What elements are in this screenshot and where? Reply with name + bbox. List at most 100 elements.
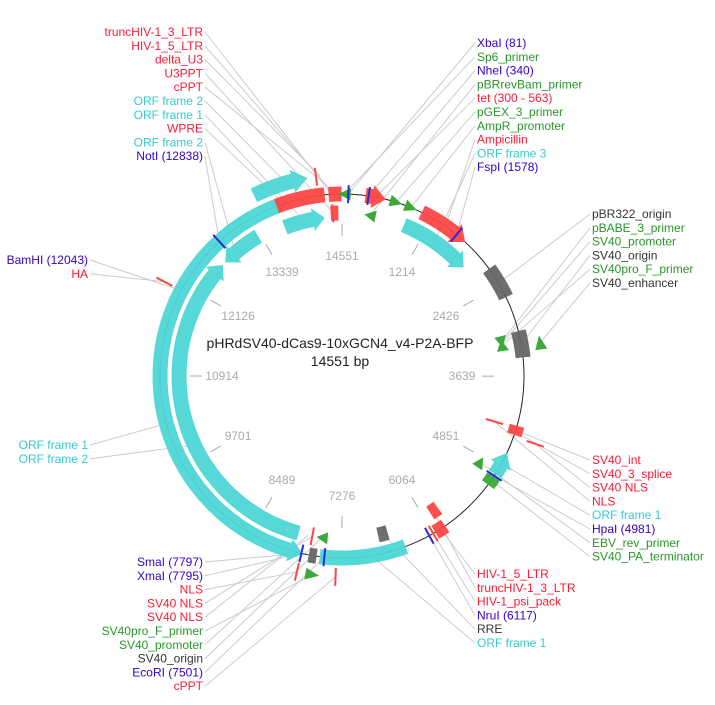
site-mark[interactable] (313, 167, 319, 186)
primer-arrow-icon[interactable] (304, 567, 320, 580)
site-mark[interactable] (485, 418, 504, 426)
feature-label[interactable]: SV40_enhancer (592, 276, 678, 290)
site-mark[interactable] (331, 204, 335, 223)
primer-arrow-icon[interactable] (535, 335, 548, 351)
feature-label[interactable]: WPRE (167, 122, 203, 136)
feature-label[interactable]: NruI (6117) (477, 608, 537, 622)
primer-arrow-icon[interactable] (472, 457, 484, 471)
feature-label[interactable]: tet (300 - 563) (477, 91, 552, 105)
feature-label[interactable]: SV40_PA_terminator (592, 550, 704, 564)
feature-label[interactable]: pBRrevBam_primer (477, 77, 582, 91)
feature-label[interactable]: NheI (340) (477, 64, 534, 78)
feature-label[interactable]: SV40 NLS (147, 596, 203, 610)
site-mark[interactable] (293, 562, 300, 581)
feature-label[interactable]: ORF frame 2 (134, 135, 204, 149)
feature-red[interactable] (507, 423, 525, 438)
feature-green[interactable] (481, 472, 501, 490)
feature-label[interactable]: ORF frame 2 (134, 94, 204, 108)
site-mark[interactable] (309, 527, 315, 546)
feature-red[interactable] (328, 186, 342, 202)
feature-label[interactable]: pBABE_3_primer (592, 221, 685, 235)
feature-label[interactable]: SV40_promoter (592, 235, 676, 249)
feature-red[interactable] (431, 519, 450, 539)
feature-label[interactable]: SV40pro_F_primer (592, 262, 693, 276)
feature-teal[interactable] (171, 264, 301, 541)
feature-label[interactable]: pGEX_3_primer (477, 105, 563, 119)
feature-teal[interactable] (318, 539, 409, 566)
feature-label[interactable]: SV40 NLS (592, 481, 648, 495)
feature-label[interactable]: cPPT (174, 679, 204, 693)
site-mark[interactable] (366, 186, 371, 206)
primer-arrow-icon[interactable] (403, 199, 417, 211)
feature-label[interactable]: FspI (1578) (477, 160, 538, 174)
feature-label[interactable]: SmaI (7797) (137, 555, 203, 569)
feature-label[interactable]: ORF frame 1 (134, 108, 204, 122)
feature-grey[interactable] (376, 525, 390, 543)
feature-label[interactable]: SV40_origin (592, 248, 657, 262)
feature-label[interactable]: truncHIV-1_3_LTR (105, 25, 204, 39)
feature-label[interactable]: BamHI (12043) (7, 253, 88, 267)
feature-label[interactable]: EBV_rev_primer (592, 536, 680, 550)
feature-label[interactable]: HA (71, 267, 88, 281)
feature-label[interactable]: Ampicillin (477, 133, 528, 147)
site-mark[interactable] (424, 527, 435, 545)
feature-label[interactable]: ORF frame 1 (19, 438, 89, 452)
primer-arrow-icon[interactable] (364, 210, 377, 223)
feature-label[interactable]: SV40_promoter (119, 638, 203, 652)
feature-label[interactable]: HpaI (4981) (592, 522, 655, 536)
feature-label[interactable]: NotI (12838) (136, 149, 203, 163)
primer-arrow-icon[interactable] (388, 194, 403, 207)
feature-label[interactable]: ORF frame 3 (477, 146, 547, 160)
feature-label[interactable]: SV40_3_splice (592, 467, 672, 481)
feature-label[interactable]: HIV-1_5_LTR (477, 567, 549, 581)
feature-teal[interactable] (400, 218, 464, 268)
feature-label[interactable]: U3PPT (164, 66, 203, 80)
feature-label[interactable]: cPPT (174, 80, 204, 94)
feature-label[interactable]: SV40 NLS (147, 610, 203, 624)
feature-red[interactable] (330, 205, 339, 221)
feature-label[interactable]: SV40pro_F_primer (102, 624, 203, 638)
site-mark[interactable] (212, 234, 227, 249)
feature-red[interactable] (418, 205, 466, 243)
feature-label[interactable]: SV40_int (592, 453, 641, 467)
feature-label[interactable]: EcoRI (7501) (132, 665, 203, 679)
feature-label[interactable]: truncHIV-1_3_LTR (477, 581, 576, 595)
site-mark[interactable] (322, 548, 327, 567)
feature-label[interactable]: AmpR_promoter (477, 119, 565, 133)
feature-teal[interactable] (250, 170, 308, 203)
site-mark[interactable] (486, 469, 503, 482)
feature-grey[interactable] (307, 547, 318, 564)
site-mark[interactable] (427, 525, 439, 542)
primer-arrow-icon[interactable] (316, 532, 329, 545)
feature-teal[interactable] (282, 208, 325, 235)
site-mark[interactable] (334, 567, 337, 586)
feature-red[interactable] (273, 187, 326, 214)
feature-teal[interactable] (488, 453, 511, 479)
leader-line (204, 537, 323, 646)
feature-grey[interactable] (483, 264, 513, 301)
feature-label[interactable]: HIV-1_psi_pack (477, 595, 562, 609)
feature-teal[interactable] (152, 197, 303, 562)
site-mark[interactable] (347, 185, 350, 204)
feature-label[interactable]: NLS (592, 494, 615, 508)
primer-arrow-icon[interactable] (497, 339, 509, 352)
feature-label[interactable]: XbaI (81) (477, 36, 526, 50)
feature-teal[interactable] (225, 229, 263, 263)
site-mark[interactable] (156, 276, 173, 287)
feature-label[interactable]: ORF frame 1 (592, 508, 662, 522)
feature-grey[interactable] (511, 329, 531, 359)
feature-label[interactable]: RRE (477, 622, 502, 636)
feature-label[interactable]: SV40_origin (138, 652, 203, 666)
feature-label[interactable]: ORF frame 2 (19, 452, 89, 466)
feature-label[interactable]: delta_U3 (155, 53, 203, 67)
feature-label[interactable]: NLS (180, 583, 203, 597)
feature-label[interactable]: pBR322_origin (592, 207, 671, 221)
feature-label[interactable]: ORF frame 1 (477, 636, 547, 650)
site-mark[interactable] (450, 227, 464, 243)
site-mark[interactable] (526, 439, 545, 448)
feature-label[interactable]: XmaI (7795) (137, 569, 203, 583)
feature-label[interactable]: Sp6_primer (477, 50, 539, 64)
site-mark[interactable] (298, 544, 305, 563)
feature-red[interactable] (426, 501, 443, 520)
feature-label[interactable]: HIV-1_5_LTR (131, 39, 203, 53)
